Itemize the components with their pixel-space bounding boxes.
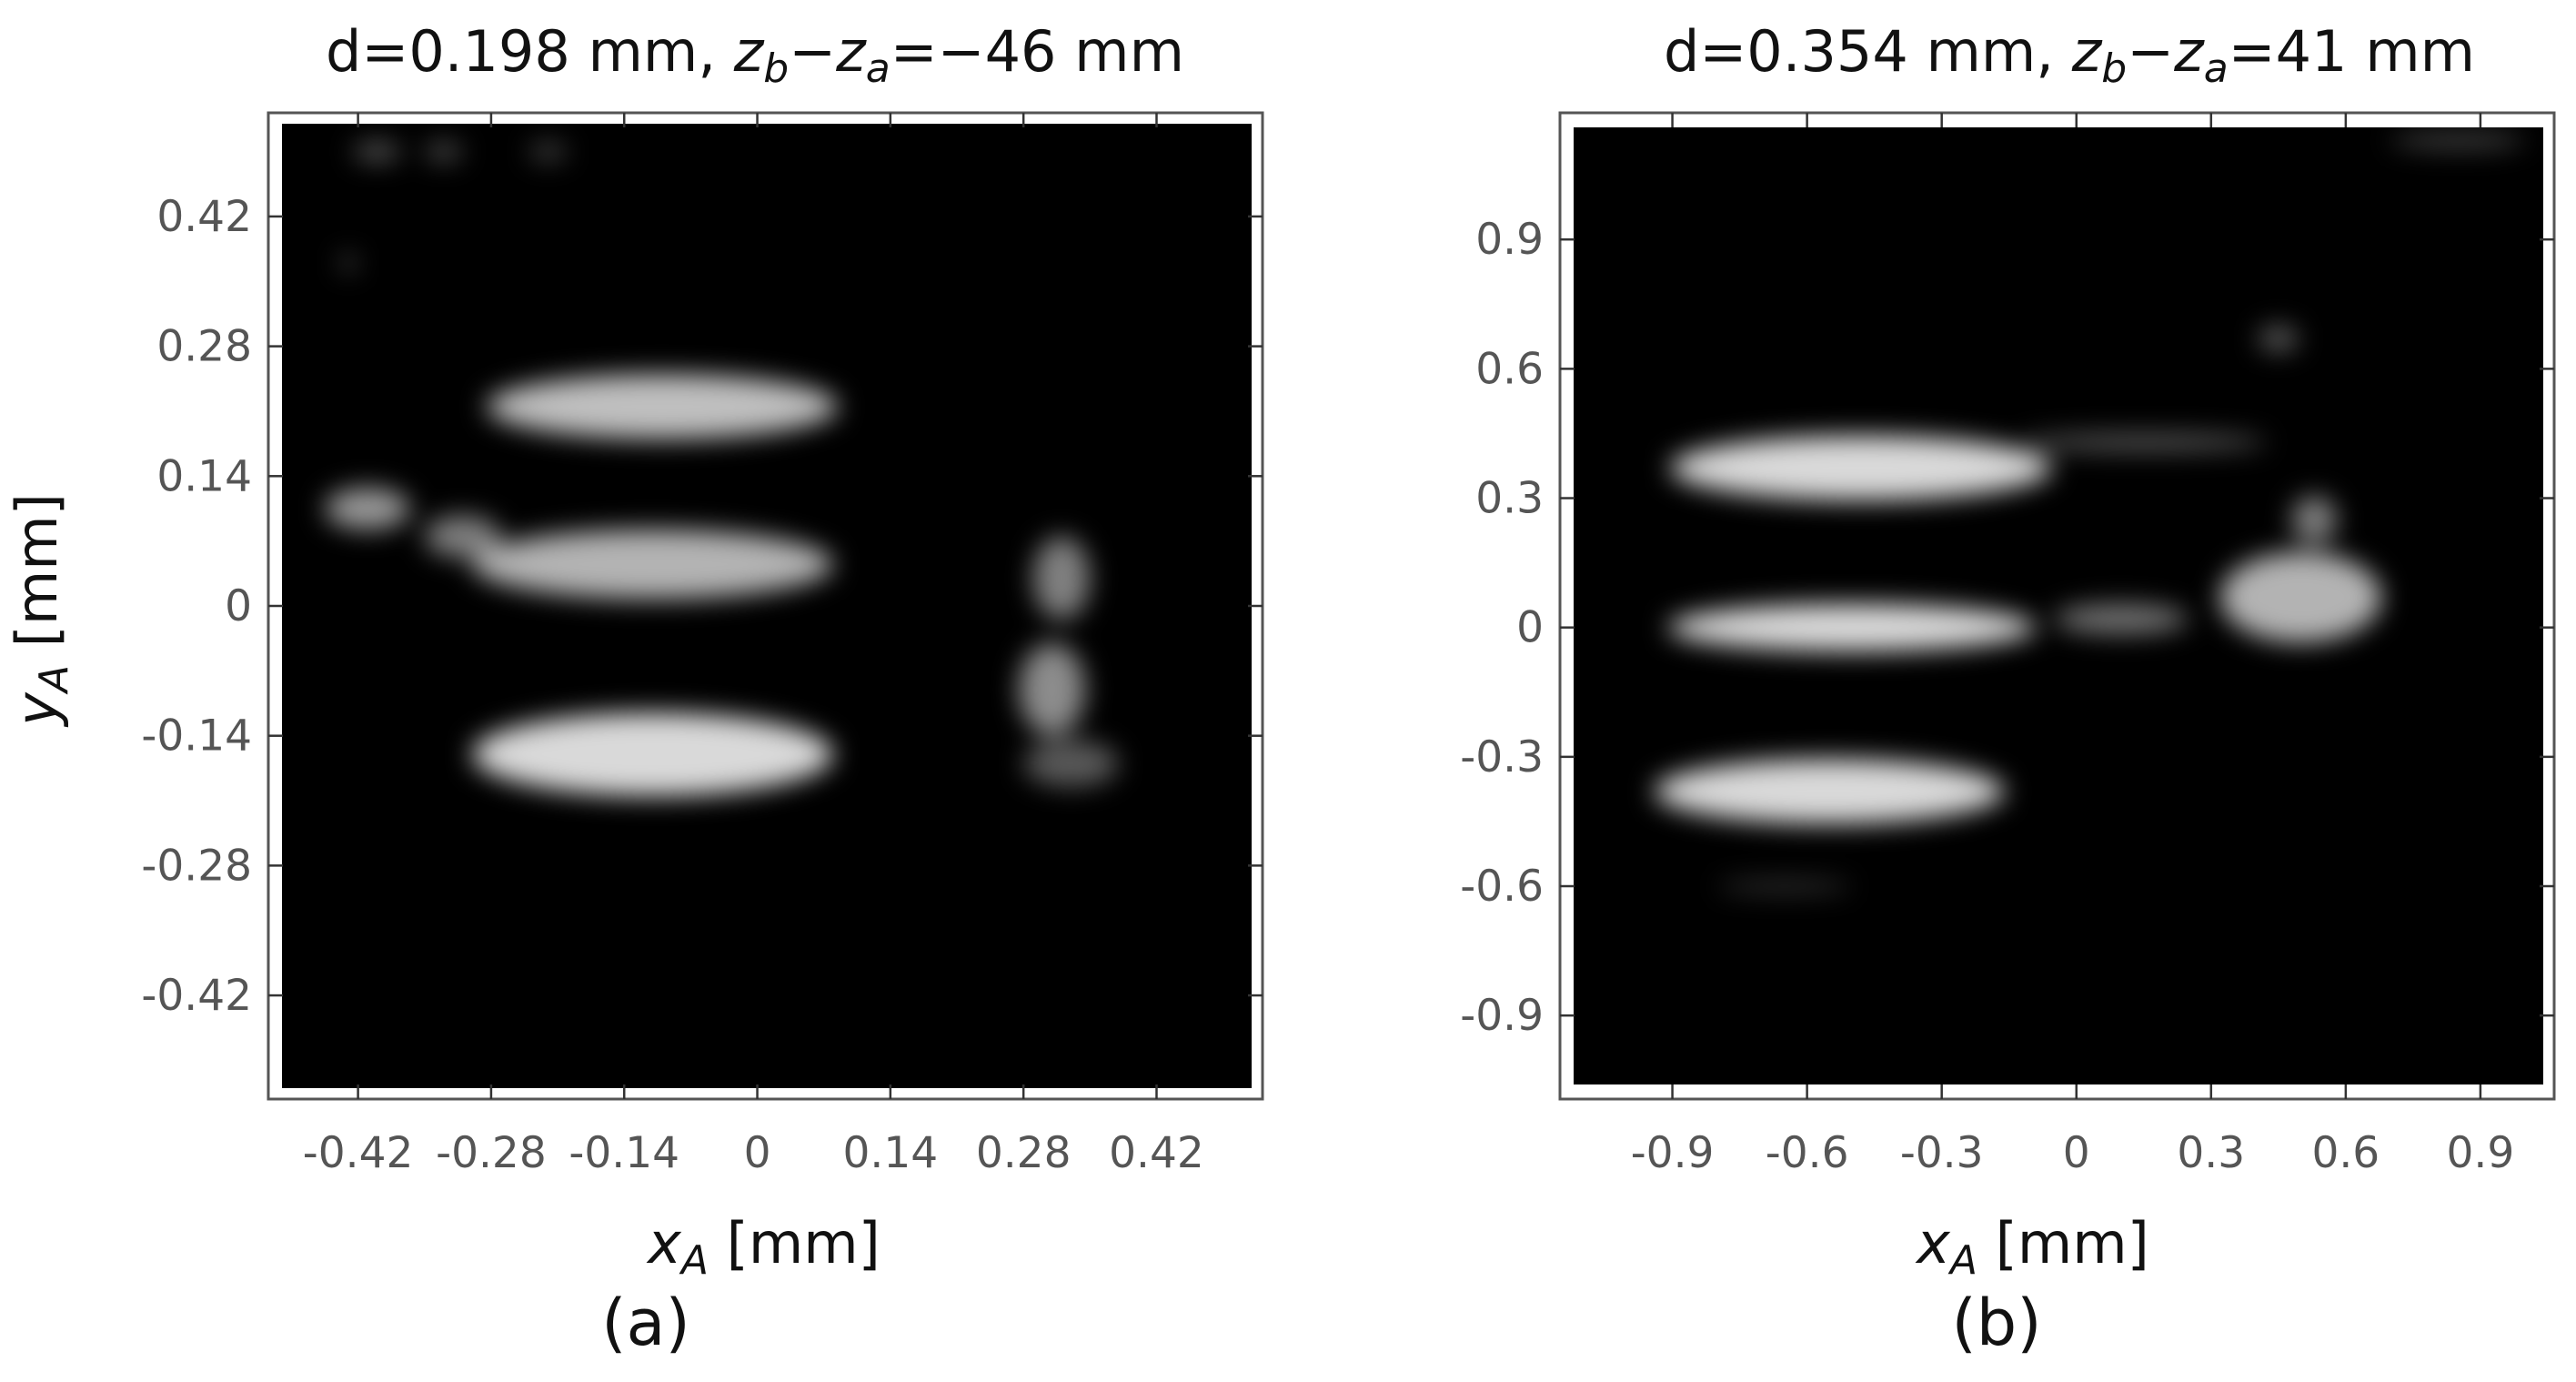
y-tick-label: 0	[225, 581, 252, 631]
title-z2: z	[2173, 18, 2205, 85]
panel-label: (b)	[1951, 1286, 2041, 1360]
heatmap-feature	[2020, 433, 2268, 451]
heatmap-feature	[325, 488, 411, 530]
title-suffix: =41 mm	[2229, 18, 2475, 85]
title-minus: −	[2127, 18, 2174, 85]
heatmap-feature	[2291, 496, 2337, 544]
title-z1: z	[733, 18, 765, 85]
x-tick-label: 0.6	[2311, 1128, 2380, 1178]
title-z2-sub: a	[866, 45, 891, 92]
y-tick-label: -0.42	[141, 971, 252, 1021]
heatmap-feature	[424, 142, 463, 161]
x-tick-label: 0.28	[976, 1128, 1072, 1178]
heatmap-layer	[1654, 131, 2526, 893]
y-tick-label: -0.28	[141, 841, 252, 891]
y-tick-label: 0.3	[1475, 474, 1544, 524]
x-tick-label: 0.42	[1109, 1128, 1204, 1178]
x-tick-label: -0.6	[1766, 1128, 1849, 1178]
x-tick-label: 0.3	[2177, 1128, 2245, 1178]
x-axis-var: x	[1915, 1210, 1951, 1276]
y-tick-label: 0.42	[156, 192, 252, 242]
x-tick-label: -0.3	[1900, 1128, 1984, 1178]
x-tick-label: 0	[2063, 1128, 2090, 1178]
heatmap-feature	[486, 374, 839, 439]
y-tick-label: -0.9	[1460, 991, 1544, 1041]
title-prefix: d=0.198 mm,	[326, 18, 734, 85]
heatmap-feature	[1023, 740, 1119, 787]
x-axis-title: xA [mm]	[1915, 1210, 2149, 1284]
heatmap-blur-group	[1654, 131, 2526, 893]
heatmap-feature	[2054, 603, 2189, 634]
y-axis-sub: A	[31, 665, 77, 695]
title-z1: z	[2071, 18, 2103, 85]
x-axis-sub: A	[1947, 1237, 1977, 1284]
panel-label: (a)	[601, 1286, 690, 1360]
panel-b: -0.9 -0.6 -0.3 0 0.3 0.6 0.9 0.9 0.6 0.3 0 -0.3 -0.6…	[1460, 18, 2556, 1360]
title-suffix: =−46 mm	[891, 18, 1184, 85]
title-z2: z	[835, 18, 867, 85]
heatmap-feature	[1667, 603, 2037, 651]
x-axis-title: xA [mm]	[646, 1210, 880, 1284]
x-tick-label: 0	[744, 1128, 771, 1178]
x-tick-label: -0.42	[303, 1128, 414, 1178]
x-axis-var: x	[646, 1210, 682, 1276]
title-z1-sub: b	[763, 45, 789, 92]
x-tick-label: -0.14	[569, 1128, 679, 1178]
chart-title: d=0.198 mm, zb−za=−46 mm	[326, 18, 1184, 92]
heatmap-feature	[1018, 642, 1086, 736]
heatmap-feature	[1654, 759, 2005, 824]
y-tick-label: -0.3	[1460, 732, 1544, 782]
y-tick-label: 0	[1516, 603, 1544, 653]
heatmap-feature	[424, 515, 501, 558]
x-tick-label: 0.14	[843, 1128, 939, 1178]
heatmap-feature	[1716, 879, 1852, 893]
x-tick-label: -0.28	[436, 1128, 547, 1178]
heatmap-feature	[341, 253, 356, 273]
x-tick-label: -0.9	[1631, 1128, 1715, 1178]
plot-background	[1574, 127, 2543, 1084]
y-tick-label: 0.14	[156, 451, 252, 501]
panel-a: -0.42 -0.28 -0.14 0 0.14 0.28 0.42 0.42 0.28 0.14…	[4, 18, 1264, 1360]
heatmap-feature	[472, 529, 834, 600]
x-axis-unit: [mm]	[709, 1210, 880, 1276]
title-z1-sub: b	[2101, 45, 2127, 92]
heatmap-feature	[353, 142, 401, 161]
heatmap-feature	[1032, 536, 1091, 620]
heatmap-layer	[325, 142, 1119, 796]
title-z2-sub: a	[2204, 45, 2229, 92]
y-tick-label: -0.6	[1460, 862, 1544, 912]
chart-title: d=0.354 mm, zb−za=41 mm	[1664, 18, 2475, 92]
title-prefix: d=0.354 mm,	[1664, 18, 2072, 85]
y-axis-unit: [mm]	[4, 493, 70, 665]
heatmap-feature	[528, 142, 568, 161]
y-tick-label: 0.28	[156, 322, 252, 372]
title-minus: −	[789, 18, 836, 85]
y-axis-title: yA [mm]	[4, 493, 77, 728]
heatmap-feature	[2390, 131, 2526, 149]
plot-frame	[1558, 111, 2556, 1101]
y-axis-var: y	[4, 691, 70, 728]
heatmap-feature	[472, 712, 834, 796]
heatmap-blur-group	[325, 142, 1119, 796]
x-tick-label: 0.9	[2447, 1128, 2515, 1178]
heatmap-feature	[2258, 325, 2299, 352]
y-tick-label: -0.14	[141, 711, 252, 762]
heatmap-feature	[2219, 551, 2382, 643]
x-axis-unit: [mm]	[1977, 1210, 2149, 1276]
x-axis-sub: A	[679, 1237, 709, 1284]
plot-background	[282, 124, 1252, 1088]
y-tick-label: 0.9	[1475, 215, 1544, 265]
heatmap-feature	[1670, 435, 2052, 500]
y-tick-label: 0.6	[1475, 344, 1544, 394]
